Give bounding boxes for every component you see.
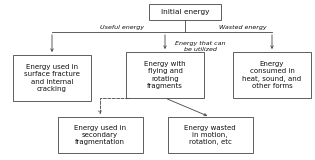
Text: Useful energy: Useful energy bbox=[100, 25, 144, 30]
Bar bbox=[168, 117, 253, 153]
Text: Energy used in
secondary
fragmentation: Energy used in secondary fragmentation bbox=[74, 125, 126, 145]
Text: Energy used in
surface fracture
and internal
cracking: Energy used in surface fracture and inte… bbox=[24, 64, 80, 92]
Text: Initial energy: Initial energy bbox=[161, 9, 209, 15]
Text: Energy wasted
in motion,
rotation, etc: Energy wasted in motion, rotation, etc bbox=[184, 125, 236, 145]
Bar bbox=[58, 117, 142, 153]
Bar bbox=[13, 55, 91, 101]
Text: Energy
consumed in
heat, sound, and
other forms: Energy consumed in heat, sound, and othe… bbox=[243, 61, 301, 89]
Bar bbox=[126, 52, 204, 98]
Text: Energy with
flying and
rotating
fragments: Energy with flying and rotating fragment… bbox=[144, 61, 186, 89]
Bar bbox=[233, 52, 311, 98]
Text: Wasted energy: Wasted energy bbox=[219, 25, 267, 30]
Bar bbox=[149, 4, 221, 20]
Text: Energy that can
be utilized: Energy that can be utilized bbox=[175, 41, 225, 52]
